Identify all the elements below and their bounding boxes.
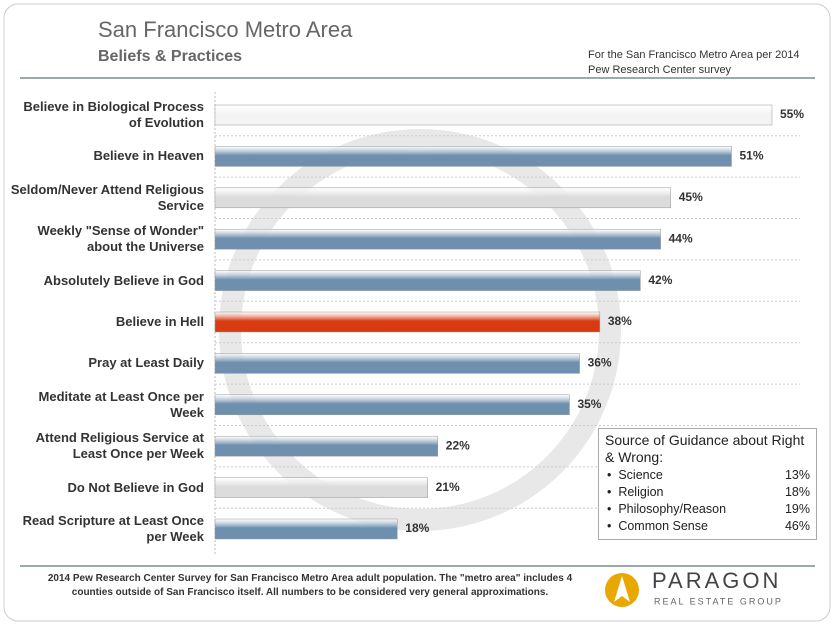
inset-value: 19% [784,502,810,516]
inset-label: • Common Sense [607,519,708,533]
bar [214,353,580,374]
category-label: Absolutely Believe in God [43,272,204,288]
inset-label: • Science [607,468,663,482]
value-label: 36% [588,356,612,370]
chart-subtitle: Beliefs & Practices [98,48,242,65]
category-label: Pray at Least Daily [88,355,204,371]
category-label: Believe in Biological Process of Evoluti… [23,99,204,130]
value-label: 22% [446,438,470,452]
bullet: • [607,502,619,516]
category-label: Attend Religious Service at Least Once p… [35,430,204,462]
value-label: 18% [405,521,429,535]
bar [214,187,671,209]
bar [214,477,428,498]
inset: Source of Guidance about Right & Wrong: •… [598,428,817,540]
bar [214,270,641,291]
value-label: 51% [739,149,763,163]
value-label: 44% [669,231,693,245]
category-label: Read Scripture at Least Once per Week [22,513,204,544]
chart-title: San Francisco Metro Area [98,17,353,42]
inset-row: • Religion 18% [605,484,810,501]
value-label: 35% [577,397,601,411]
logo-name: PARAGON [652,568,781,593]
inset-row: • Philosophy/Reason 19% [605,501,810,518]
bar [214,394,570,416]
bullet: • [607,468,619,482]
inset-label: • Religion [607,485,664,499]
value-label: 21% [436,480,460,494]
bar [214,146,732,167]
category-label: Believe in Heaven [93,148,204,164]
inset-value: 46% [784,519,810,533]
logo-tagline: REAL ESTATE GROUP [654,596,783,606]
bar [214,311,601,333]
inset-title: Source of Guidance about Right & Wrong: [605,432,805,465]
category-label: Believe in Hell [115,314,204,329]
value-label: 45% [679,190,703,204]
category-label: Do Not Believe in God [67,479,204,495]
logo-icon [614,576,630,602]
bullet: • [607,485,619,499]
category-label: Seldom/Never Attend Religious Service [10,181,204,213]
category-label: Weekly "Sense of Wonder" about the Unive… [37,223,204,255]
inset-label: • Philosophy/Reason [607,502,727,516]
category-label: Meditate at Least Once per Week [38,388,204,420]
value-label: 55% [780,107,804,121]
footnote: 2014 Pew Research Center Survey for San … [47,573,573,598]
bar [214,435,439,457]
inset-value: 13% [784,468,810,482]
inset-row: • Common Sense 46% [605,518,810,535]
bar [214,228,661,250]
inset-value: 18% [784,485,810,499]
note: For the San Francisco Metro Area per 201… [588,49,800,76]
inset-row: • Science 13% [605,467,810,484]
bullet: • [607,519,619,533]
bar [214,518,398,540]
bar [214,104,773,126]
value-label: 38% [608,314,632,328]
value-label: 42% [648,273,672,287]
